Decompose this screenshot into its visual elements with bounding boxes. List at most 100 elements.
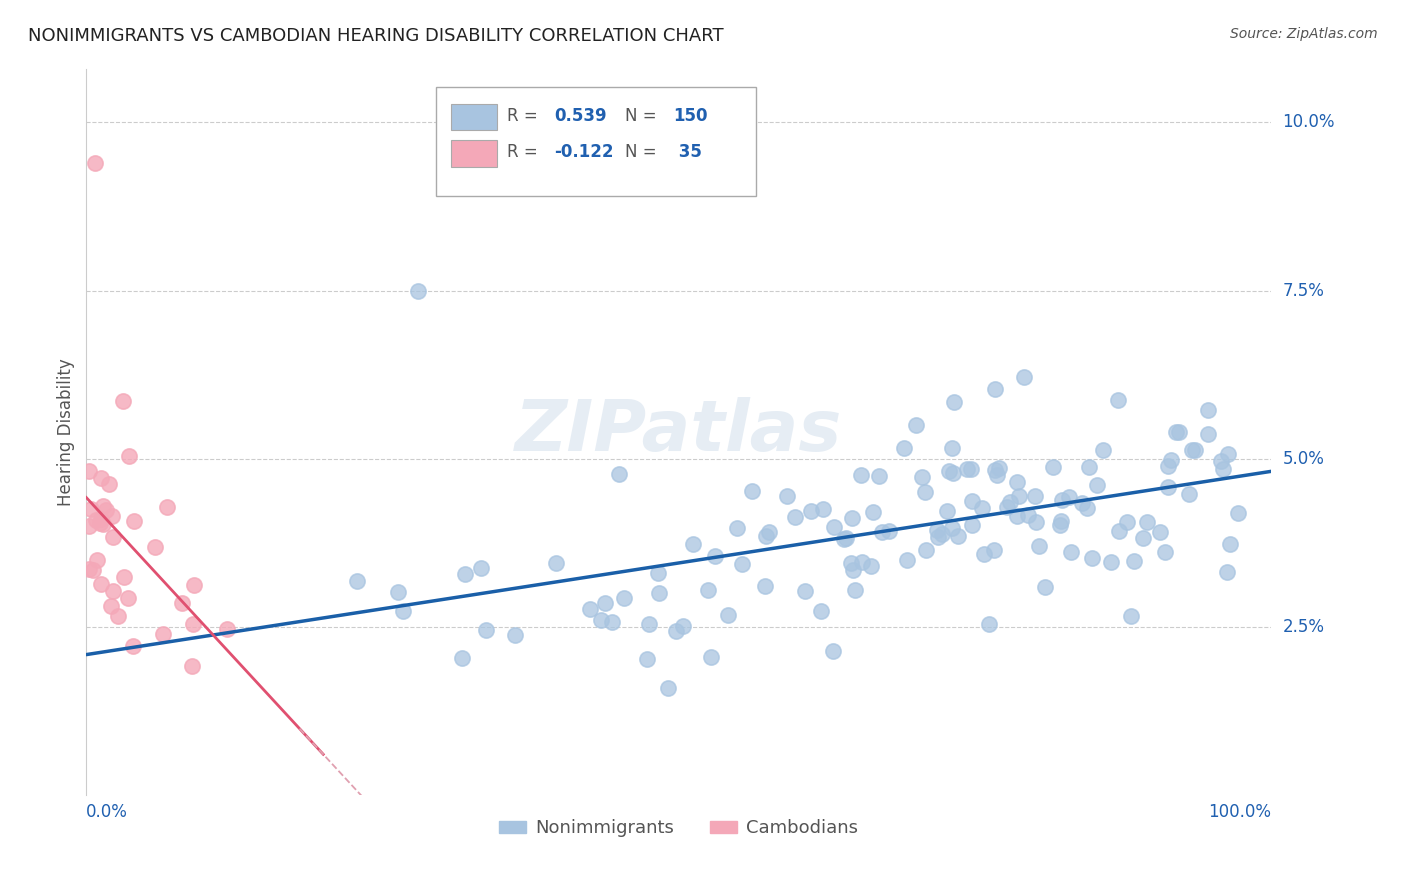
Point (657, 681, 679, 696)
Point (754, 579, 776, 593)
Point (579, 602, 602, 616)
Point (1149, 525, 1171, 540)
Point (82, 563, 104, 577)
Point (1059, 545, 1081, 559)
Point (911, 470, 934, 484)
Point (984, 463, 1007, 477)
Point (1049, 518, 1071, 533)
Point (1033, 580, 1056, 594)
Point (1091, 443, 1114, 458)
Point (609, 467, 631, 481)
Point (870, 524, 893, 539)
Point (682, 537, 704, 551)
Point (1218, 447, 1240, 461)
Point (672, 618, 695, 632)
Point (943, 395, 966, 409)
Point (995, 500, 1018, 515)
Point (112, 570, 135, 584)
Point (593, 596, 616, 610)
Point (91, 517, 114, 532)
Point (1154, 545, 1177, 559)
Point (647, 566, 669, 580)
Y-axis label: Hearing Disability: Hearing Disability (58, 358, 75, 506)
Point (91, 499, 114, 513)
Point (775, 490, 797, 504)
Point (636, 652, 658, 666)
Point (89, 516, 111, 530)
Point (86, 553, 108, 567)
Point (941, 441, 963, 455)
Point (1121, 608, 1143, 623)
Point (101, 583, 124, 598)
Point (1099, 554, 1122, 568)
Point (406, 284, 429, 298)
Point (90, 471, 112, 485)
Point (546, 556, 568, 570)
Point (811, 502, 834, 516)
Point (1050, 514, 1073, 528)
Point (986, 467, 1008, 482)
Point (862, 505, 884, 519)
Point (638, 617, 661, 632)
Point (741, 483, 763, 498)
Point (841, 510, 863, 524)
Point (665, 624, 688, 638)
Point (1198, 403, 1220, 417)
Point (77, 562, 100, 576)
Point (1184, 442, 1206, 457)
Text: 2.5%: 2.5% (1282, 618, 1324, 636)
Point (893, 441, 915, 455)
Legend: Nonimmigrants, Cambodians: Nonimmigrants, Cambodians (492, 812, 866, 845)
Point (1156, 480, 1178, 494)
Point (1215, 565, 1237, 579)
Point (152, 626, 174, 640)
Point (700, 650, 723, 665)
Point (1209, 454, 1232, 468)
Text: 10.0%: 10.0% (1282, 113, 1334, 131)
Point (122, 514, 145, 528)
Point (758, 524, 780, 539)
Point (851, 555, 873, 569)
Point (832, 532, 855, 546)
Text: N =: N = (626, 107, 662, 125)
Point (936, 504, 959, 518)
Point (1078, 460, 1101, 475)
FancyBboxPatch shape (436, 87, 756, 195)
Text: -0.122: -0.122 (554, 143, 614, 161)
Point (972, 501, 994, 516)
Point (107, 609, 129, 624)
Point (1136, 515, 1159, 529)
Point (1157, 458, 1180, 473)
Point (346, 574, 368, 588)
Point (589, 613, 612, 627)
Point (983, 543, 1005, 558)
Point (1168, 425, 1191, 439)
Point (851, 468, 873, 483)
Point (717, 607, 740, 622)
Point (1177, 487, 1199, 501)
Point (181, 617, 204, 632)
Point (1181, 443, 1204, 458)
Point (1076, 500, 1098, 515)
Point (1071, 496, 1094, 510)
Point (451, 651, 474, 665)
Text: 0.539: 0.539 (554, 107, 607, 125)
Point (783, 510, 806, 524)
Point (956, 462, 979, 476)
Point (810, 603, 832, 617)
Point (112, 394, 135, 409)
Point (960, 462, 983, 476)
Point (948, 528, 970, 542)
Point (987, 460, 1010, 475)
Point (730, 557, 752, 571)
Point (844, 583, 866, 598)
Point (1197, 426, 1219, 441)
Point (90, 577, 112, 591)
Point (1116, 515, 1139, 529)
Point (800, 504, 823, 518)
Point (931, 527, 953, 541)
Point (648, 586, 671, 600)
Text: 0.0%: 0.0% (86, 803, 128, 821)
Point (83, 155, 105, 169)
Point (97, 476, 120, 491)
